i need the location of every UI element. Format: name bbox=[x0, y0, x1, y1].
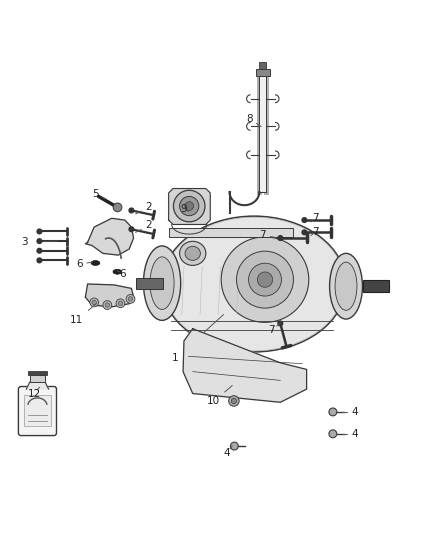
Circle shape bbox=[301, 229, 307, 236]
Circle shape bbox=[128, 207, 134, 214]
Circle shape bbox=[36, 238, 42, 244]
Circle shape bbox=[329, 430, 337, 438]
Text: 7: 7 bbox=[312, 228, 319, 237]
Bar bbox=[169, 228, 293, 237]
Text: 4: 4 bbox=[351, 407, 358, 417]
Text: 5: 5 bbox=[92, 189, 99, 199]
Polygon shape bbox=[26, 382, 49, 389]
Circle shape bbox=[329, 408, 337, 416]
Text: 9: 9 bbox=[180, 204, 187, 214]
Text: 4: 4 bbox=[223, 448, 230, 458]
Circle shape bbox=[229, 395, 239, 406]
Circle shape bbox=[128, 297, 133, 301]
Ellipse shape bbox=[335, 262, 357, 310]
Ellipse shape bbox=[143, 246, 180, 320]
Text: 2: 2 bbox=[145, 220, 152, 230]
Polygon shape bbox=[183, 329, 307, 402]
Ellipse shape bbox=[221, 237, 309, 322]
Bar bbox=[363, 280, 389, 292]
Circle shape bbox=[116, 299, 125, 308]
Text: 10: 10 bbox=[207, 397, 220, 406]
Ellipse shape bbox=[237, 251, 293, 308]
Circle shape bbox=[36, 229, 42, 235]
Ellipse shape bbox=[113, 269, 122, 274]
Circle shape bbox=[277, 320, 283, 327]
Polygon shape bbox=[85, 219, 134, 255]
Bar bbox=[30, 375, 45, 382]
Polygon shape bbox=[169, 189, 210, 224]
Text: 6: 6 bbox=[119, 269, 126, 279]
Ellipse shape bbox=[257, 272, 272, 287]
Text: 3: 3 bbox=[21, 237, 28, 247]
Text: 12: 12 bbox=[28, 389, 41, 399]
Circle shape bbox=[128, 226, 134, 232]
Circle shape bbox=[231, 398, 237, 403]
Circle shape bbox=[92, 300, 96, 304]
Circle shape bbox=[36, 257, 42, 263]
Text: 11: 11 bbox=[70, 315, 83, 325]
Ellipse shape bbox=[180, 241, 206, 265]
Circle shape bbox=[173, 190, 205, 222]
Bar bbox=[136, 278, 163, 289]
Circle shape bbox=[36, 248, 42, 254]
Polygon shape bbox=[260, 74, 266, 191]
Circle shape bbox=[126, 295, 135, 303]
Circle shape bbox=[185, 201, 194, 211]
Circle shape bbox=[103, 301, 112, 310]
Circle shape bbox=[105, 303, 110, 307]
Circle shape bbox=[180, 197, 199, 216]
Circle shape bbox=[277, 235, 283, 241]
Circle shape bbox=[301, 217, 307, 223]
Text: 7: 7 bbox=[259, 230, 266, 240]
Text: 2: 2 bbox=[145, 202, 152, 212]
Ellipse shape bbox=[330, 253, 363, 319]
Text: 7: 7 bbox=[312, 213, 319, 223]
Bar bbox=[256, 69, 270, 76]
Ellipse shape bbox=[249, 263, 281, 296]
Bar bbox=[259, 62, 266, 69]
Ellipse shape bbox=[185, 246, 200, 260]
Ellipse shape bbox=[162, 216, 346, 352]
Text: 4: 4 bbox=[351, 429, 358, 439]
FancyBboxPatch shape bbox=[18, 386, 57, 435]
Circle shape bbox=[230, 442, 238, 450]
Ellipse shape bbox=[150, 257, 174, 310]
Bar bbox=[24, 395, 51, 426]
Text: 6: 6 bbox=[76, 260, 83, 269]
Circle shape bbox=[118, 301, 123, 305]
Text: 7: 7 bbox=[268, 325, 275, 335]
Text: 1: 1 bbox=[172, 353, 179, 364]
Bar bbox=[28, 371, 47, 375]
Ellipse shape bbox=[91, 261, 100, 265]
Text: 8: 8 bbox=[246, 115, 253, 124]
Circle shape bbox=[113, 203, 122, 212]
Circle shape bbox=[90, 298, 99, 307]
Polygon shape bbox=[85, 284, 134, 307]
